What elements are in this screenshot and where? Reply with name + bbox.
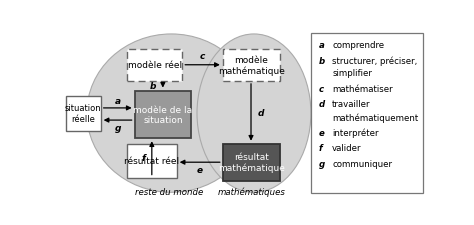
FancyBboxPatch shape xyxy=(127,145,177,178)
FancyBboxPatch shape xyxy=(223,144,280,181)
Text: e: e xyxy=(197,165,203,174)
FancyBboxPatch shape xyxy=(135,91,191,139)
Text: travailler: travailler xyxy=(332,100,371,109)
Text: interpréter: interpréter xyxy=(332,128,379,138)
Text: d: d xyxy=(319,100,325,109)
Text: communiquer: communiquer xyxy=(332,159,392,168)
Text: modèle
mathématique: modèle mathématique xyxy=(218,56,284,76)
Text: c: c xyxy=(200,52,205,61)
Text: a: a xyxy=(115,97,121,106)
Text: mathématiser: mathématiser xyxy=(332,85,393,93)
Text: mathématiques: mathématiques xyxy=(218,187,286,196)
Text: c: c xyxy=(319,85,324,93)
Text: modèle de la
situation: modèle de la situation xyxy=(134,105,192,125)
FancyBboxPatch shape xyxy=(66,96,101,131)
Text: e: e xyxy=(319,128,325,137)
FancyBboxPatch shape xyxy=(311,34,423,193)
Text: g: g xyxy=(115,124,121,133)
Text: mathématiquement: mathématiquement xyxy=(332,113,419,122)
Text: modèle réel: modèle réel xyxy=(128,61,182,70)
Text: b: b xyxy=(150,81,156,90)
Text: valider: valider xyxy=(332,144,362,153)
Text: a: a xyxy=(319,41,325,50)
Text: reste du monde: reste du monde xyxy=(136,187,203,196)
FancyBboxPatch shape xyxy=(223,50,280,82)
Text: simplifier: simplifier xyxy=(332,69,372,78)
Ellipse shape xyxy=(197,35,311,192)
Ellipse shape xyxy=(87,35,256,192)
Text: comprendre: comprendre xyxy=(332,41,384,50)
FancyBboxPatch shape xyxy=(127,50,182,82)
Text: b: b xyxy=(319,56,325,65)
Text: structurer, préciser,: structurer, préciser, xyxy=(332,56,418,66)
Text: résultat
mathématique: résultat mathématique xyxy=(218,153,284,173)
Text: d: d xyxy=(257,108,264,117)
Text: résultat réel: résultat réel xyxy=(125,157,180,166)
Text: situation
réelle: situation réelle xyxy=(65,104,101,123)
Text: g: g xyxy=(319,159,325,168)
Text: f: f xyxy=(141,154,145,163)
Text: f: f xyxy=(319,144,323,153)
